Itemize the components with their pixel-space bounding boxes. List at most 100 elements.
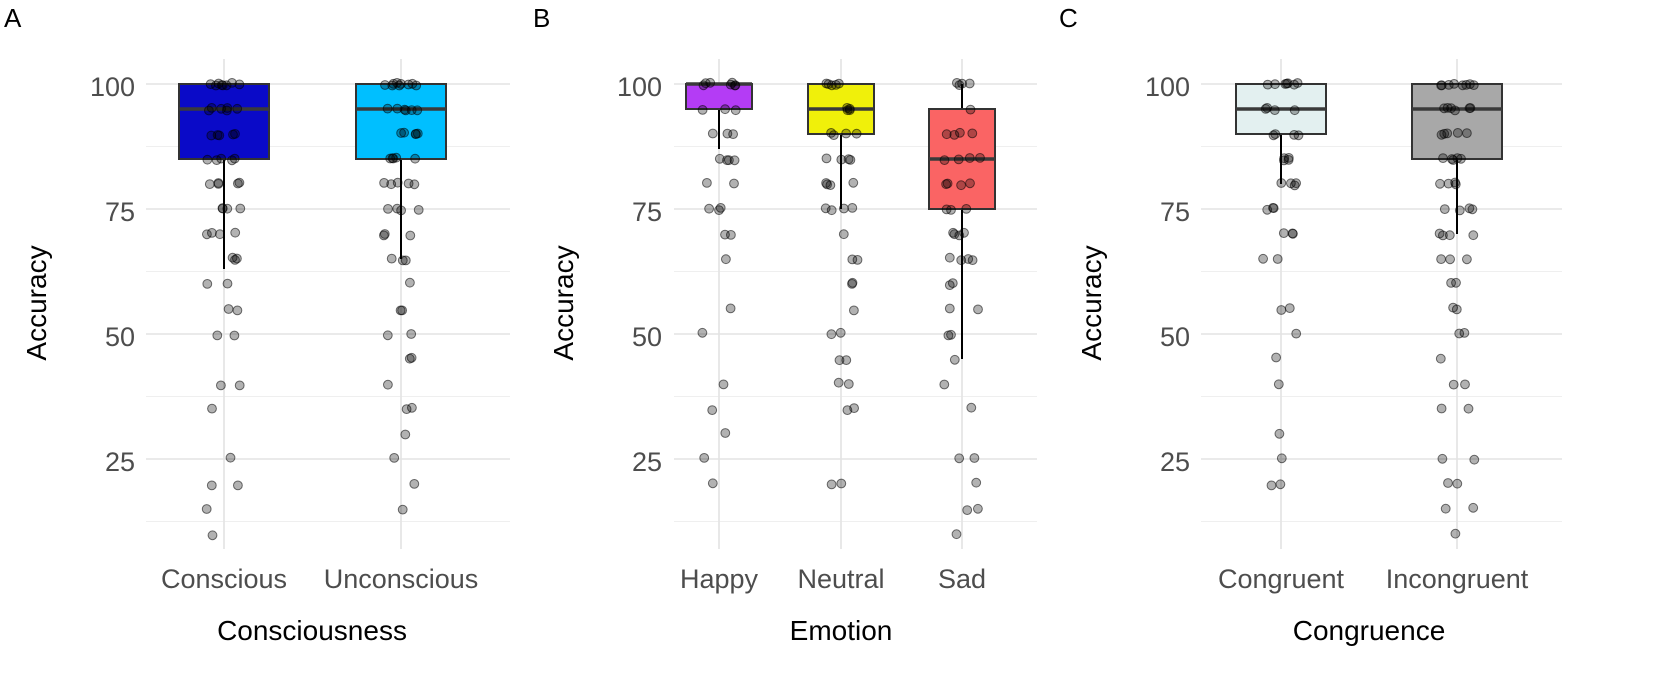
data-point-neutral	[841, 355, 852, 366]
data-point-conscious	[214, 130, 225, 141]
data-point-incongruent	[1464, 103, 1475, 114]
data-point-sad	[955, 127, 965, 138]
data-point-incongruent	[1435, 178, 1445, 189]
x-axis-title: Consciousness	[217, 615, 407, 646]
data-point-congruent	[1288, 228, 1298, 239]
data-point-incongruent	[1442, 103, 1453, 113]
data-point-sad	[939, 379, 950, 390]
data-point-neutral	[843, 154, 854, 165]
data-point-congruent	[1284, 303, 1295, 314]
data-point-conscious	[222, 203, 233, 214]
data-point-incongruent	[1436, 80, 1446, 91]
data-point-conscious	[234, 380, 245, 391]
data-point-incongruent	[1446, 278, 1456, 288]
data-point-incongruent	[1436, 254, 1446, 265]
data-point-neutral	[820, 203, 831, 214]
data-point-sad	[949, 354, 960, 365]
data-point-unconscious	[396, 79, 406, 89]
data-point-congruent	[1289, 105, 1300, 116]
data-point-incongruent	[1450, 179, 1461, 190]
data-point-happy	[729, 178, 739, 189]
data-point-neutral	[852, 255, 863, 265]
data-point-incongruent	[1448, 379, 1459, 390]
data-point-incongruent	[1467, 204, 1478, 215]
data-point-unconscious	[397, 255, 408, 266]
data-point-incongruent	[1443, 80, 1454, 90]
data-point-unconscious	[380, 80, 390, 90]
data-point-unconscious	[382, 103, 393, 114]
data-point-sad	[965, 104, 976, 115]
x-tick-label-incongruent: Incongruent	[1386, 564, 1529, 594]
data-point-conscious	[230, 255, 240, 265]
data-point-neutral	[849, 403, 859, 414]
data-point-sad	[941, 129, 952, 140]
data-point-unconscious	[396, 205, 407, 216]
data-point-conscious	[230, 227, 241, 238]
data-point-congruent	[1271, 352, 1281, 363]
data-point-sad	[949, 229, 960, 240]
data-point-congruent	[1291, 178, 1301, 189]
data-point-neutral	[851, 128, 862, 139]
data-point-unconscious	[412, 128, 423, 139]
data-point-unconscious	[399, 127, 410, 138]
data-point-unconscious	[391, 152, 402, 163]
data-point-sad	[939, 155, 950, 166]
data-point-conscious	[233, 178, 243, 189]
data-point-happy	[714, 205, 724, 216]
data-point-neutral	[834, 355, 845, 366]
data-point-sad	[954, 453, 965, 464]
data-point-conscious	[229, 330, 240, 341]
data-point-conscious	[233, 480, 243, 491]
data-point-unconscious	[403, 178, 414, 189]
box-conscious	[178, 83, 270, 160]
data-point-conscious	[216, 103, 227, 114]
data-point-congruent	[1276, 178, 1287, 188]
data-point-neutral	[842, 103, 852, 113]
data-point-congruent	[1272, 254, 1283, 264]
data-point-neutral	[848, 177, 859, 188]
data-point-unconscious	[383, 379, 393, 390]
data-point-happy	[721, 254, 731, 265]
data-point-conscious	[211, 80, 221, 91]
data-point-neutral	[834, 78, 844, 89]
data-point-happy	[698, 80, 709, 91]
data-point-happy	[704, 203, 714, 214]
data-point-neutral	[836, 478, 847, 489]
data-point-incongruent	[1460, 379, 1470, 390]
x-tick-label-neutral: Neutral	[797, 564, 884, 594]
data-point-unconscious	[386, 253, 397, 264]
data-point-conscious	[215, 229, 225, 240]
data-point-incongruent	[1462, 254, 1472, 265]
data-point-sad	[971, 477, 982, 488]
data-point-incongruent	[1450, 105, 1460, 116]
data-point-incongruent	[1468, 230, 1479, 241]
data-point-congruent	[1278, 228, 1289, 239]
data-point-neutral	[821, 178, 831, 188]
data-point-unconscious	[382, 330, 393, 341]
data-point-congruent	[1269, 105, 1280, 115]
data-point-incongruent	[1439, 204, 1450, 215]
data-point-conscious	[229, 153, 240, 164]
data-point-congruent	[1273, 379, 1284, 390]
y-tick-label: 100	[617, 72, 662, 102]
data-point-sad	[956, 180, 966, 191]
data-point-incongruent	[1461, 80, 1472, 90]
x-tick-label-unconscious: Unconscious	[324, 564, 479, 594]
panel-c: C 100 75 50 25 Congruent Incongruent Con…	[1059, 3, 1562, 646]
data-point-unconscious	[379, 230, 389, 241]
data-point-sad	[956, 255, 967, 266]
data-point-unconscious	[392, 177, 403, 188]
y-axis-title: Accuracy	[21, 245, 52, 360]
data-point-conscious	[202, 154, 213, 165]
data-point-neutral	[826, 205, 837, 216]
y-tick-label: 75	[632, 197, 662, 227]
data-point-sad	[944, 303, 955, 314]
data-point-conscious	[227, 78, 237, 88]
data-point-sad	[953, 154, 964, 165]
data-point-unconscious	[405, 230, 416, 241]
data-point-unconscious	[410, 153, 421, 164]
data-point-sad	[963, 254, 974, 264]
box-incongruent	[1411, 83, 1503, 160]
data-point-incongruent	[1450, 528, 1461, 539]
panel-tag-a: A	[4, 3, 22, 33]
